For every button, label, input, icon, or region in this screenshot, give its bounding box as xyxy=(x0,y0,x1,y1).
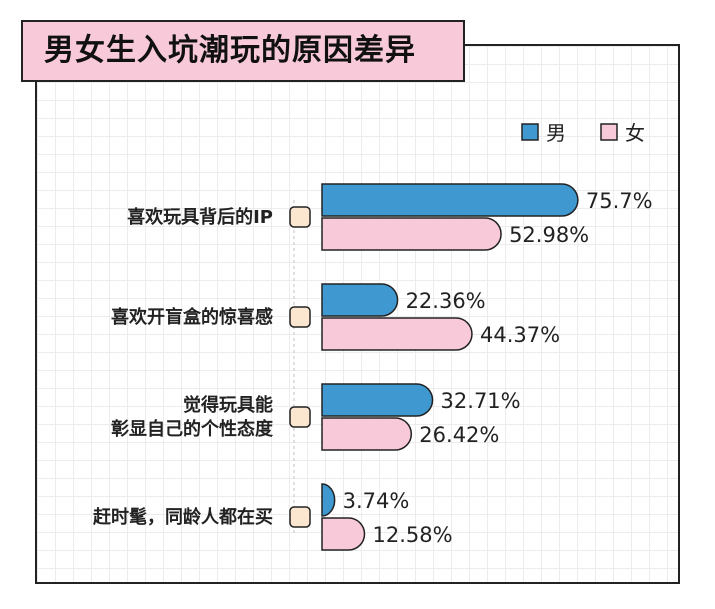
category-label-3: 赶时髦，同龄人都在买 xyxy=(92,506,273,528)
title-box xyxy=(21,20,465,82)
category-label-1: 喜欢开盲盒的惊喜感 xyxy=(111,306,273,328)
legend-label-0: 男 xyxy=(546,121,566,145)
bar-male-1 xyxy=(321,283,399,317)
legend-swatch-1 xyxy=(600,123,618,141)
data-label-male-0: 75.7% xyxy=(586,189,653,213)
data-label-female-0: 52.98% xyxy=(509,223,589,247)
legend-label-1: 女 xyxy=(625,121,645,145)
data-label-female-2: 26.42% xyxy=(419,423,499,447)
legend: 男女 xyxy=(521,121,645,145)
bar-female-1 xyxy=(321,317,473,351)
category-marker-0 xyxy=(289,206,311,228)
bar-male-3 xyxy=(321,483,336,517)
data-label-female-3: 12.58% xyxy=(373,523,453,547)
data-label-female-1: 44.37% xyxy=(480,323,560,347)
data-label-male-1: 22.36% xyxy=(406,289,486,313)
data-label-male-3: 3.74% xyxy=(343,489,410,513)
bar-female-0 xyxy=(321,217,502,251)
bar-male-2 xyxy=(321,383,434,417)
bar-female-2 xyxy=(321,417,413,451)
category-marker-3 xyxy=(289,506,311,528)
category-label-2-0: 觉得玩具能 xyxy=(183,394,273,416)
category-label-0: 喜欢玩具背后的IP xyxy=(127,206,273,228)
chart-title: 男女生入坑潮玩的原因差异 xyxy=(44,33,416,68)
category-marker-1 xyxy=(289,306,311,328)
bars-group: 75.7% 52.98% 喜欢玩具背后的IP 22.36% 44.37% 喜欢开盲盒的惊喜… xyxy=(92,183,653,551)
category-label-2-1: 彰显自己的个性态度 xyxy=(111,418,274,440)
data-label-male-2: 32.71% xyxy=(441,389,521,413)
bar-female-3 xyxy=(321,517,366,551)
legend-swatch-0 xyxy=(521,123,539,141)
bar-male-0 xyxy=(321,183,579,217)
category-marker-2 xyxy=(289,406,311,428)
